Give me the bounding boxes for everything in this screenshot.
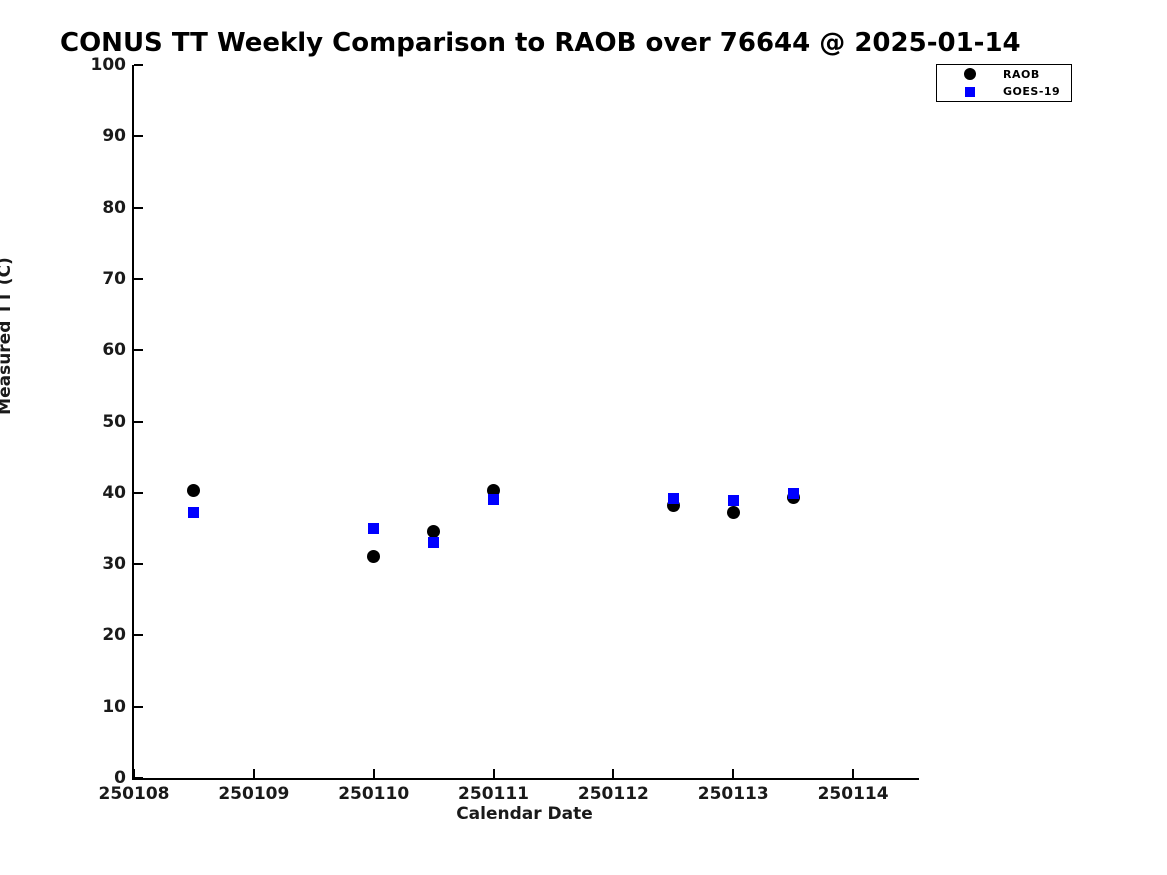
y-tick-label: 30 [102,554,126,575]
y-tick-label: 90 [102,126,126,147]
y-tick-mark [134,634,143,637]
x-tick-mark [372,769,375,778]
y-tick-mark [134,777,143,779]
x-tick-label: 250114 [817,784,889,804]
y-tick-mark [134,563,143,566]
data-point-raob [427,524,441,538]
y-tick-label: 80 [102,197,126,218]
data-point-raob [726,506,740,520]
x-tick-label: 250110 [338,784,410,804]
y-tick-label: 10 [102,696,126,717]
legend-entry-raob: RAOB [937,66,1071,82]
data-point-goes-19 [428,537,440,549]
y-tick-mark [134,420,143,423]
chart-title: CONUS TT Weekly Comparison to RAOB over … [60,28,1021,58]
y-tick-label: 20 [102,625,126,646]
legend-label: RAOB [1003,67,1040,81]
legend-entry-goes-19: GOES-19 [937,84,1071,100]
x-tick-mark [612,769,615,778]
x-tick-label: 250111 [458,784,530,804]
data-point-goes-19 [667,493,679,504]
x-tick-label: 250109 [218,784,290,804]
y-tick-label: 40 [102,482,126,503]
y-tick-mark [134,64,143,66]
legend-marker-column [937,68,1003,81]
legend-label: GOES-19 [1003,85,1061,99]
y-tick-label: 50 [102,411,126,432]
legend-marker-column [937,86,1003,97]
y-tick-mark [134,277,143,280]
data-point-raob [367,550,381,564]
legend-circle-icon [964,68,976,81]
y-tick-label: 70 [102,268,126,289]
y-tick-label: 60 [102,340,126,361]
y-tick-mark [134,135,143,138]
data-point-goes-19 [188,506,200,518]
x-tick-mark [133,769,135,778]
x-tick-mark [852,769,855,778]
x-tick-label: 250112 [577,784,649,804]
y-tick-mark [134,349,143,352]
plot-area: 0 10 20 30 40 50 60 70 80 90 100 250108 250109 250110… [91,57,919,803]
legend-square-icon [965,86,975,97]
data-point-goes-19 [787,488,799,499]
legend-box: RAOB GOES-19 [936,64,1072,102]
data-point-goes-19 [488,493,500,505]
x-tick-mark [732,769,735,778]
x-tick-label: 250113 [697,784,769,804]
data-point-goes-19 [727,495,739,507]
y-tick-label: 100 [90,55,127,75]
y-tick-label: 0 [114,768,126,788]
data-point-goes-19 [368,522,380,534]
x-tick-label: 250108 [98,784,170,804]
y-axis-label-text: Measured TT (C) [0,257,15,415]
x-tick-mark [492,769,495,778]
y-tick-mark [134,491,143,494]
y-tick-mark [134,705,143,708]
y-tick-mark [134,206,143,209]
data-point-raob [187,484,201,498]
x-axis-label: Calendar Date [456,804,593,824]
x-tick-mark [252,769,255,778]
